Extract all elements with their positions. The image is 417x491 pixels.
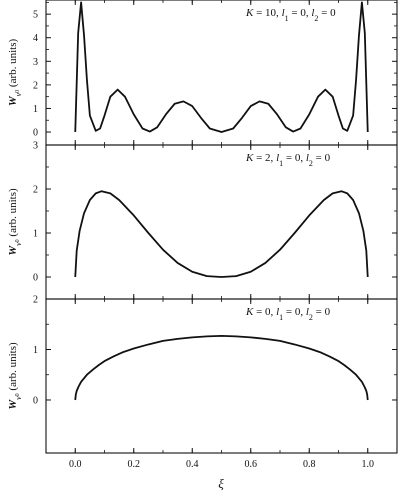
annotation-part: = 2,: [253, 152, 276, 164]
annotation-part: = 0: [313, 306, 331, 318]
y-label-symbol: W: [7, 399, 19, 410]
annotation-part: 2: [309, 159, 313, 168]
y-label-symbol: W: [7, 245, 19, 256]
annotation-part: l: [282, 7, 285, 19]
y-label-subsubscript: 0: [15, 90, 21, 93]
annotation-part: 2: [309, 313, 313, 322]
y-tick-label: 4: [33, 33, 38, 44]
panel-annotation: K = 0, l1 = 0, l2 = 0: [245, 306, 331, 322]
annotation-part: 1: [279, 313, 283, 322]
y-tick-label: 0: [33, 395, 38, 406]
annotation-part: = 0: [313, 152, 331, 164]
y-label-units: (arb. units): [7, 342, 19, 393]
annotation-part: l: [276, 306, 279, 318]
series-line: [74, 1, 369, 133]
y-label-units: (arb. units): [7, 38, 19, 89]
y-tick-label: 3: [33, 57, 38, 68]
y-label-subscript: ν: [14, 242, 23, 246]
y-label-symbol: W: [7, 95, 19, 106]
annotation-part: 1: [285, 14, 289, 23]
y-label-subscript: ν: [14, 396, 23, 400]
y-tick-label: 2: [33, 185, 38, 196]
annotation-part: 1: [279, 159, 283, 168]
y-label-subscript: ν: [14, 92, 23, 96]
panel-annotation: K = 2, l1 = 0, l2 = 0: [245, 152, 331, 168]
y-tick-label: 0: [33, 273, 38, 284]
y-tick-label: 0: [33, 128, 38, 139]
annotation-part: = 0,: [289, 7, 312, 19]
y-tick-label: 3: [33, 141, 38, 152]
annotation-part: l: [306, 152, 309, 164]
y-tick-label: 1: [33, 229, 38, 240]
y-label-subsubscript: 0: [15, 393, 21, 396]
y-tick-label: 2: [33, 295, 38, 306]
annotation-part: l: [311, 7, 314, 19]
annotation-part: K: [245, 306, 254, 318]
x-axis-label: ξ: [218, 476, 224, 491]
y-tick-label: 5: [33, 10, 38, 21]
y-label-subsubscript: 0: [15, 239, 21, 242]
annotation-part: = 0,: [253, 306, 276, 318]
series-line: [74, 334, 369, 401]
y-tick-label: 2: [33, 80, 38, 91]
annotation-part: = 0,: [283, 306, 306, 318]
annotation-part: l: [306, 306, 309, 318]
x-tick-label: 0.0: [69, 459, 82, 470]
annotation-part: l: [276, 152, 279, 164]
y-axis-label: Wν0 (arb. units): [7, 188, 23, 256]
x-tick-label: 1.0: [362, 459, 375, 470]
x-tick-label: 0.4: [186, 459, 199, 470]
y-tick-label: 1: [33, 345, 38, 356]
panel-annotation: K = 10, l1 = 0, l2 = 0: [245, 7, 336, 23]
x-tick-label: 0.6: [245, 459, 258, 470]
x-tick-label: 0.2: [128, 459, 141, 470]
y-axis-label: Wν0 (arb. units): [7, 38, 23, 106]
annotation-part: = 0: [318, 7, 336, 19]
series-line: [74, 190, 369, 278]
panel-frame: [45, 144, 398, 300]
x-tick-label: 0.8: [303, 459, 316, 470]
panel-frame: [45, 0, 398, 146]
annotation-part: 2: [314, 14, 318, 23]
y-axis-label: Wν0 (arb. units): [7, 342, 23, 410]
y-label-units: (arb. units): [7, 188, 19, 239]
panel-frame: [45, 298, 398, 454]
y-tick-label: 1: [33, 104, 38, 115]
annotation-part: = 0,: [283, 152, 306, 164]
annotation-part: = 10,: [253, 7, 281, 19]
annotation-part: K: [245, 7, 254, 19]
annotation-part: K: [245, 152, 254, 164]
